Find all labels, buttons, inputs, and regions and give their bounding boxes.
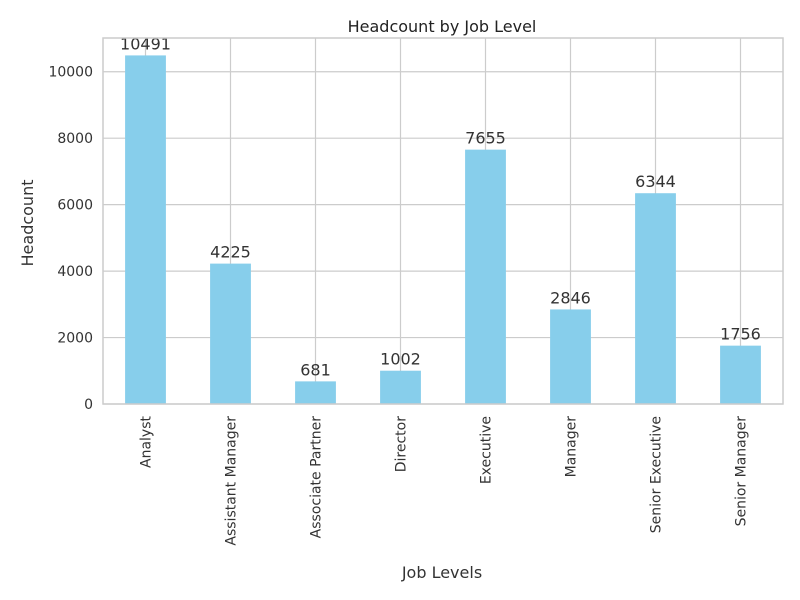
y-axis-title: Headcount — [18, 180, 37, 267]
bar-value-label: 2846 — [550, 288, 591, 307]
y-tick-label: 4000 — [57, 264, 93, 280]
x-tick-label: Director — [394, 416, 410, 472]
bar-value-label: 4225 — [210, 243, 251, 262]
x-tick-label: Manager — [564, 416, 580, 478]
data-labels: 10491 4225 681 1002 7655 2846 6344 1756 — [120, 34, 761, 379]
x-tick-label: Executive — [479, 416, 495, 484]
bar-value-label: 10491 — [120, 34, 171, 53]
y-tick-label: 6000 — [57, 198, 93, 214]
bar-value-label: 7655 — [465, 129, 506, 148]
bar — [635, 193, 676, 404]
bar-value-label: 1756 — [720, 325, 761, 344]
bar-value-label: 681 — [300, 360, 331, 379]
bar — [125, 55, 166, 405]
bar — [465, 149, 506, 404]
x-tick-label: Senior Executive — [649, 416, 665, 533]
x-axis-ticks: Analyst Assistant Manager Associate Partne… — [139, 416, 750, 546]
gridlines — [103, 38, 783, 405]
bar — [295, 381, 336, 404]
bar — [720, 345, 761, 404]
y-tick-label: 10000 — [48, 65, 93, 81]
bar — [210, 263, 251, 404]
bars — [125, 55, 761, 405]
y-tick-label: 2000 — [57, 331, 93, 347]
bar — [550, 309, 591, 404]
bar-value-label: 1002 — [380, 350, 421, 369]
chart-title: Headcount by Job Level — [348, 17, 537, 36]
x-tick-label: Assistant Manager — [224, 416, 240, 546]
bar-value-label: 6344 — [635, 172, 676, 191]
bar — [380, 370, 421, 404]
y-tick-label: 8000 — [57, 131, 93, 147]
plot-frame — [102, 37, 784, 405]
x-tick-label: Senior Manager — [734, 416, 750, 527]
y-tick-label: 0 — [84, 397, 93, 413]
x-axis-title: Job Levels — [401, 563, 482, 582]
x-tick-label: Associate Partner — [309, 416, 325, 539]
y-axis-ticks: 0 2000 4000 6000 8000 10000 — [48, 65, 93, 413]
x-tick-label: Analyst — [139, 416, 155, 468]
